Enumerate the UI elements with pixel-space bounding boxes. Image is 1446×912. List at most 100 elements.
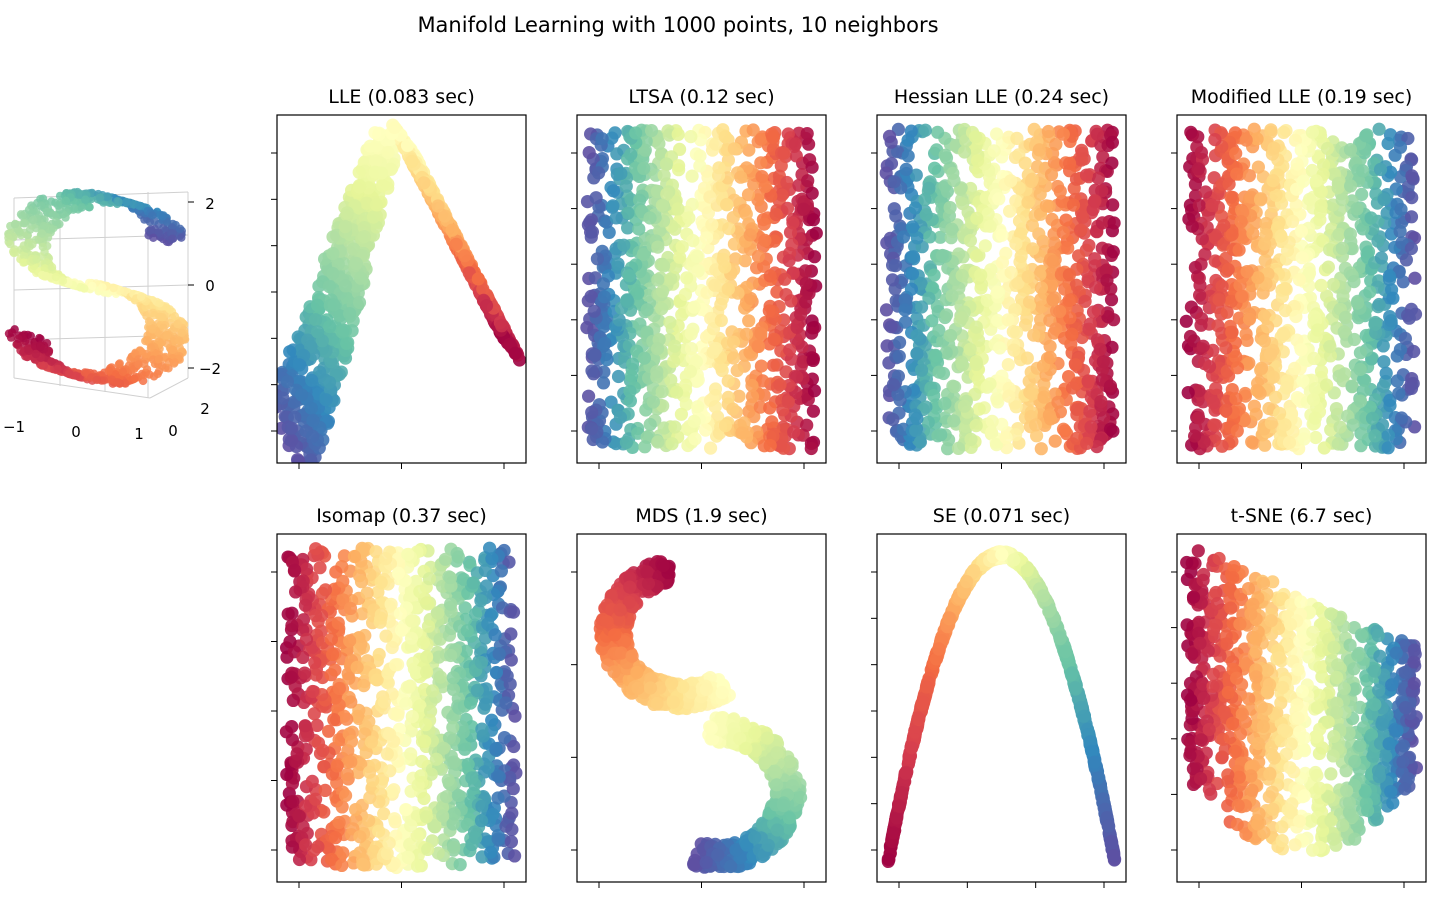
data-point bbox=[947, 173, 961, 188]
data-point bbox=[806, 213, 821, 227]
data-point bbox=[1314, 199, 1328, 213]
data-point bbox=[794, 307, 808, 321]
data-point bbox=[643, 417, 657, 432]
data-point bbox=[156, 339, 165, 348]
data-point bbox=[721, 374, 735, 388]
data-point bbox=[36, 342, 45, 352]
data-point bbox=[778, 272, 792, 286]
data-point bbox=[304, 401, 318, 415]
data-point bbox=[39, 221, 49, 231]
data-point bbox=[1075, 143, 1089, 157]
data-point bbox=[1246, 436, 1261, 450]
data-point bbox=[58, 276, 68, 285]
data-point bbox=[11, 219, 20, 229]
data-point bbox=[1288, 133, 1302, 147]
data-point bbox=[1377, 192, 1391, 207]
data-point bbox=[1053, 304, 1067, 318]
data-point bbox=[1022, 295, 1037, 309]
data-point bbox=[1053, 184, 1067, 198]
data-point bbox=[632, 222, 646, 236]
data-point bbox=[449, 237, 463, 251]
data-point bbox=[363, 139, 377, 153]
data-point bbox=[1323, 243, 1337, 257]
data-point bbox=[623, 394, 638, 408]
data-point bbox=[1375, 418, 1390, 432]
data-point bbox=[796, 202, 811, 216]
data-point bbox=[673, 250, 687, 264]
data-point bbox=[1405, 372, 1419, 386]
data-point bbox=[1381, 428, 1395, 442]
data-point bbox=[606, 199, 620, 213]
panel-lle: LLE (0.083 sec) bbox=[271, 86, 527, 469]
data-point bbox=[913, 435, 928, 449]
data-point bbox=[1194, 146, 1208, 160]
data-point bbox=[1044, 412, 1058, 426]
data-point bbox=[947, 414, 961, 428]
data-point bbox=[606, 184, 621, 198]
data-point bbox=[629, 126, 643, 140]
panel-title: Hessian LLE (0.24 sec) bbox=[894, 86, 1109, 108]
data-point bbox=[908, 201, 923, 215]
data-point bbox=[1001, 313, 1015, 327]
data-point bbox=[1193, 278, 1207, 292]
data-point bbox=[898, 293, 912, 307]
data-point bbox=[1044, 168, 1059, 182]
data-point bbox=[929, 348, 943, 362]
data-point bbox=[31, 349, 40, 359]
data-point bbox=[617, 238, 631, 252]
data-point bbox=[1010, 131, 1024, 145]
data-point bbox=[381, 181, 395, 195]
data-point bbox=[742, 405, 756, 419]
data-point bbox=[1033, 187, 1047, 201]
data-point bbox=[1002, 389, 1016, 403]
data-point bbox=[1288, 361, 1302, 375]
data-point bbox=[987, 144, 1001, 158]
data-point bbox=[306, 413, 320, 428]
data-point bbox=[888, 259, 903, 273]
data-point bbox=[582, 146, 596, 160]
data-point bbox=[338, 279, 353, 293]
data-point bbox=[1339, 310, 1353, 324]
data-point bbox=[368, 165, 382, 179]
data-point bbox=[153, 369, 162, 379]
data-point bbox=[1083, 317, 1097, 331]
data-point bbox=[65, 369, 74, 379]
data-point bbox=[1091, 171, 1105, 185]
data-point bbox=[340, 206, 354, 220]
data-point bbox=[154, 354, 164, 364]
data-point bbox=[81, 195, 90, 204]
data-point bbox=[683, 364, 698, 378]
data-point bbox=[802, 137, 816, 151]
data-point bbox=[687, 300, 701, 314]
data-point bbox=[993, 341, 1007, 355]
data-point bbox=[1296, 174, 1310, 188]
data-point bbox=[590, 252, 605, 266]
data-point bbox=[879, 303, 894, 317]
data-point bbox=[114, 197, 123, 207]
data-point bbox=[741, 188, 756, 202]
data-point bbox=[887, 175, 901, 189]
data-point bbox=[671, 127, 685, 141]
data-point bbox=[879, 166, 893, 180]
data-point bbox=[595, 435, 610, 449]
data-point bbox=[892, 349, 906, 363]
data-point bbox=[585, 364, 599, 378]
data-point bbox=[763, 401, 777, 415]
data-point bbox=[1021, 270, 1035, 284]
data-point bbox=[969, 320, 983, 334]
data-point bbox=[1090, 127, 1104, 141]
data-point bbox=[41, 271, 50, 281]
data-point bbox=[992, 192, 1006, 206]
data-point bbox=[964, 432, 978, 446]
data-point bbox=[667, 354, 681, 369]
grid-line bbox=[13, 377, 151, 399]
data-point bbox=[1331, 437, 1345, 451]
data-point bbox=[1398, 331, 1412, 346]
data-point bbox=[1240, 333, 1254, 347]
data-point bbox=[1350, 202, 1364, 216]
data-point bbox=[1215, 279, 1229, 293]
data-point bbox=[933, 230, 947, 244]
data-point bbox=[669, 260, 683, 275]
data-point bbox=[1336, 289, 1350, 303]
data-point bbox=[668, 339, 682, 353]
